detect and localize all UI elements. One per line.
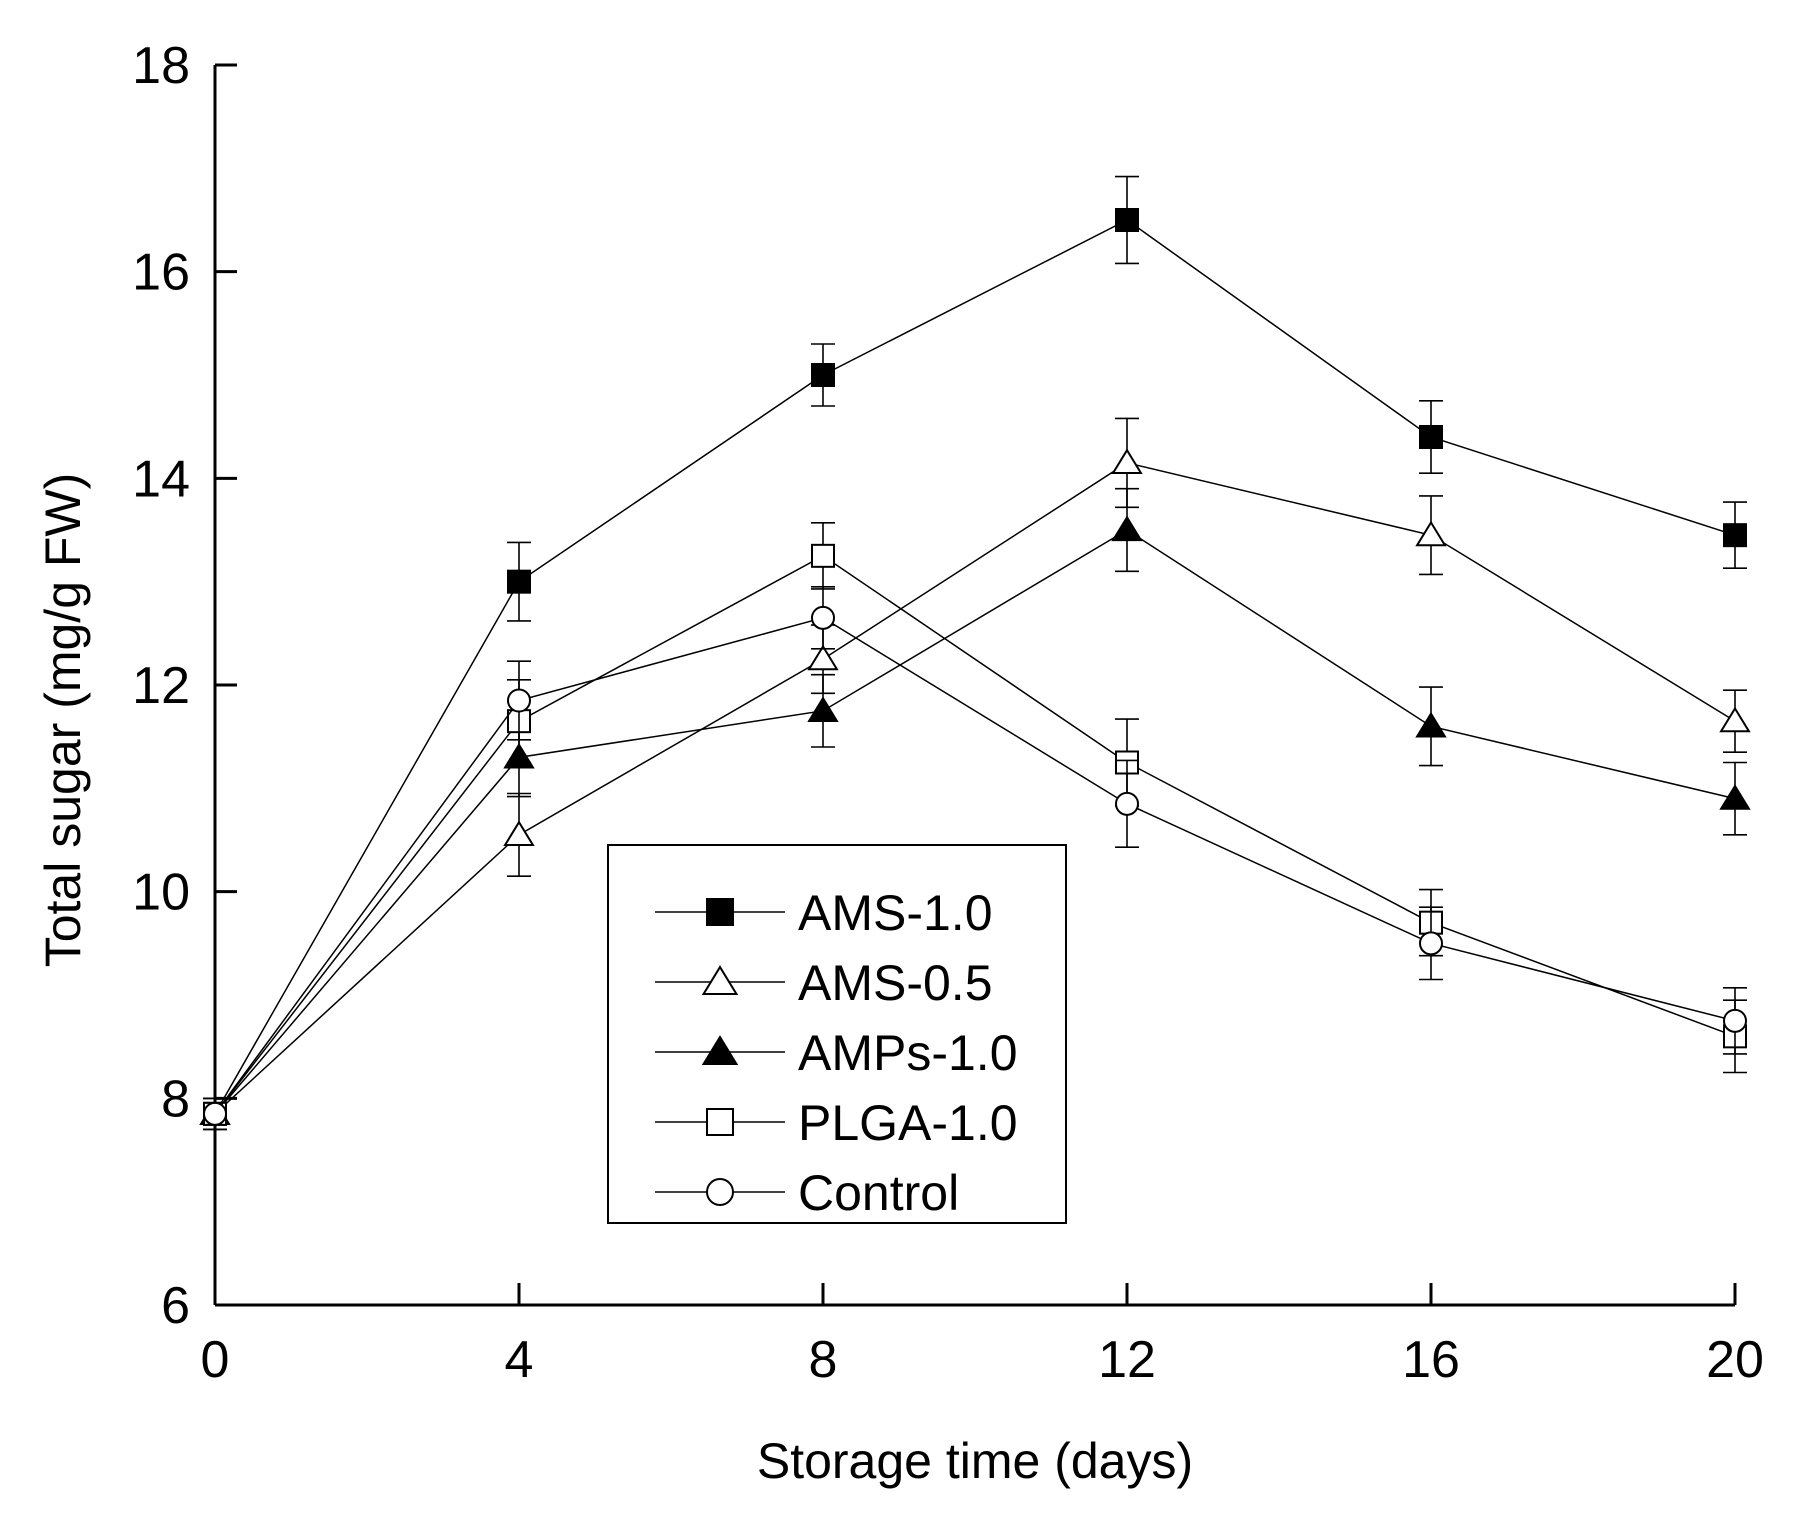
x-ticks: 0 4 8 12 16 20 bbox=[201, 1283, 1764, 1389]
data-point bbox=[811, 605, 835, 630]
x-tick-label: 16 bbox=[1402, 1331, 1460, 1389]
y-axis-title: Total sugar (mg/g FW) bbox=[35, 473, 91, 968]
data-point bbox=[1419, 931, 1443, 956]
legend-label: AMPs-1.0 bbox=[798, 1025, 1018, 1081]
data-point bbox=[1719, 784, 1751, 810]
x-tick-label: 4 bbox=[505, 1331, 534, 1389]
data-point bbox=[811, 543, 835, 568]
y-tick-label: 10 bbox=[132, 864, 190, 922]
x-tick-label: 12 bbox=[1098, 1331, 1156, 1389]
data-point bbox=[1111, 515, 1143, 542]
data-point bbox=[1115, 791, 1139, 816]
data-point bbox=[807, 644, 839, 671]
y-tick-label: 18 bbox=[132, 37, 190, 95]
data-point bbox=[203, 1101, 227, 1126]
y-tick-label: 8 bbox=[161, 1070, 190, 1128]
series-line bbox=[214, 529, 1736, 1115]
y-tick-label: 16 bbox=[132, 244, 190, 302]
legend-label: Control bbox=[798, 1165, 959, 1221]
legend-marker bbox=[701, 965, 739, 995]
data-point bbox=[1115, 208, 1139, 232]
series-control bbox=[203, 586, 1747, 1131]
series-layer bbox=[199, 175, 1751, 1131]
data-point bbox=[507, 569, 531, 594]
legend-marker bbox=[706, 1178, 734, 1206]
legend-marker bbox=[706, 898, 734, 926]
x-tick-label: 8 bbox=[809, 1331, 838, 1389]
data-point bbox=[1415, 711, 1447, 738]
series-line bbox=[214, 462, 1736, 1115]
data-point bbox=[503, 820, 535, 846]
data-point bbox=[507, 688, 531, 713]
data-point bbox=[807, 696, 839, 722]
legend-box bbox=[607, 844, 1067, 1224]
y-tick-label: 6 bbox=[161, 1277, 190, 1335]
legend-marker bbox=[701, 1035, 739, 1065]
x-tick-label: 20 bbox=[1706, 1331, 1764, 1389]
legend-label: PLGA-1.0 bbox=[798, 1095, 1018, 1151]
y-tick-label: 14 bbox=[132, 450, 190, 508]
data-point bbox=[1723, 1008, 1747, 1033]
data-point bbox=[1111, 448, 1143, 474]
data-point bbox=[1419, 425, 1443, 449]
x-axis-title: Storage time (days) bbox=[757, 1433, 1193, 1489]
data-point bbox=[1723, 523, 1747, 548]
legend-marker bbox=[706, 1108, 734, 1136]
x-tick-label: 0 bbox=[201, 1331, 230, 1389]
series-line bbox=[214, 617, 1736, 1115]
data-point bbox=[1719, 706, 1751, 733]
data-point bbox=[811, 363, 835, 387]
data-point bbox=[1415, 520, 1447, 547]
legend-label: AMS-0.5 bbox=[798, 955, 993, 1011]
legend-label: AMS-1.0 bbox=[798, 885, 993, 941]
legend: AMS-1.0 AMS-0.5 AMPs-1.0 PLGA-1.0 Control bbox=[607, 844, 1067, 1224]
series-line bbox=[214, 219, 1736, 1115]
y-ticks: 6 8 10 12 14 16 18 bbox=[132, 37, 237, 1335]
series-line bbox=[214, 554, 1736, 1115]
y-tick-label: 12 bbox=[132, 657, 190, 715]
series-ams-1-0 bbox=[203, 175, 1747, 1131]
